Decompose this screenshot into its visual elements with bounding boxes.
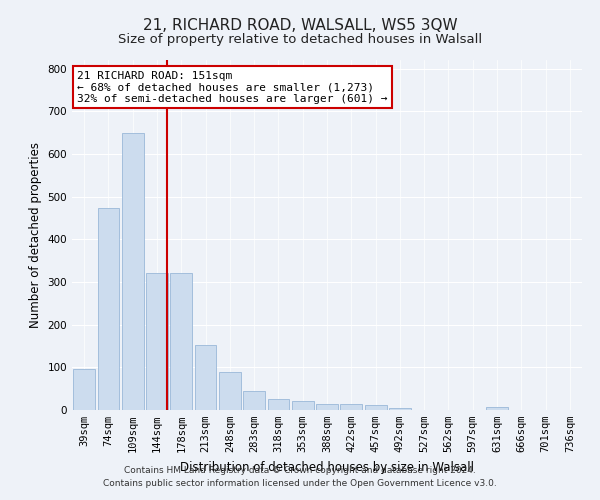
Text: 21 RICHARD ROAD: 151sqm
← 68% of detached houses are smaller (1,273)
32% of semi: 21 RICHARD ROAD: 151sqm ← 68% of detache… — [77, 70, 388, 104]
Bar — [316, 404, 338, 410]
Bar — [389, 408, 411, 410]
X-axis label: Distribution of detached houses by size in Walsall: Distribution of detached houses by size … — [180, 460, 474, 473]
Bar — [365, 405, 386, 410]
Bar — [73, 370, 95, 410]
Bar — [146, 274, 168, 410]
Bar — [486, 406, 508, 410]
Y-axis label: Number of detached properties: Number of detached properties — [29, 142, 42, 328]
Bar — [194, 344, 217, 410]
Bar — [292, 402, 314, 410]
Bar — [97, 208, 119, 410]
Text: Contains HM Land Registry data © Crown copyright and database right 2024.
Contai: Contains HM Land Registry data © Crown c… — [103, 466, 497, 487]
Text: Size of property relative to detached houses in Walsall: Size of property relative to detached ho… — [118, 32, 482, 46]
Bar — [122, 134, 143, 410]
Text: 21, RICHARD ROAD, WALSALL, WS5 3QW: 21, RICHARD ROAD, WALSALL, WS5 3QW — [143, 18, 457, 32]
Bar — [243, 391, 265, 410]
Bar — [268, 399, 289, 410]
Bar — [340, 404, 362, 410]
Bar — [170, 274, 192, 410]
Bar — [219, 372, 241, 410]
